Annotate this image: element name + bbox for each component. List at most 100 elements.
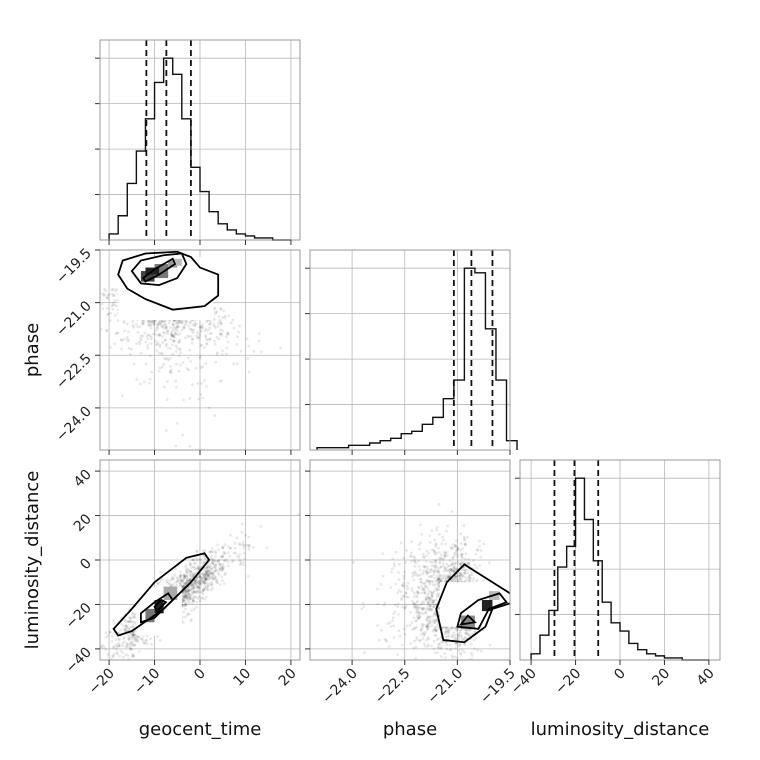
scatter-point: [178, 338, 182, 342]
scatter-point: [124, 619, 128, 623]
scatter-point: [455, 636, 458, 640]
scatter-point: [174, 327, 178, 331]
scatter-point: [218, 567, 222, 571]
scatter-point: [422, 607, 426, 611]
scatter-point: [204, 577, 208, 581]
scatter-point: [202, 561, 205, 564]
scatter-point: [149, 326, 153, 330]
scatter-point: [428, 583, 432, 586]
scatter-point: [404, 591, 408, 595]
scatter-point: [235, 554, 239, 558]
scatter-point: [414, 657, 417, 660]
scatter-point: [427, 589, 431, 593]
scatter-point: [177, 340, 181, 344]
scatter-point: [198, 574, 201, 578]
xlabel-luminosity-distance: luminosity_distance: [531, 719, 710, 740]
xtick-label: 40: [694, 666, 718, 690]
scatter-point: [201, 572, 205, 576]
scatter-point: [244, 533, 247, 537]
scatter-point: [181, 599, 185, 603]
scatter-point: [414, 619, 417, 623]
xlabel-phase: phase: [383, 719, 437, 740]
scatter-point: [247, 370, 251, 374]
scatter-point: [183, 596, 186, 599]
scatter-point: [205, 384, 208, 388]
scatter-point: [180, 579, 183, 583]
scatter-point: [405, 584, 409, 588]
scatter-point: [186, 334, 189, 338]
scatter-point: [219, 320, 223, 324]
scatter-point: [223, 571, 227, 575]
scatter-point: [192, 586, 196, 590]
scatter-point: [139, 338, 143, 342]
scatter-point: [258, 332, 261, 335]
scatter-point: [132, 326, 136, 329]
scatter-point: [422, 555, 425, 559]
scatter-point: [199, 560, 202, 564]
scatter-point: [418, 639, 422, 643]
scatter-point: [195, 549, 199, 553]
scatter-point: [207, 578, 211, 581]
scatter-point: [106, 634, 110, 638]
scatter-point: [147, 320, 151, 324]
scatter-point: [179, 579, 183, 582]
scatter-point: [130, 647, 133, 651]
scatter-point: [462, 535, 466, 539]
scatter-point: [453, 568, 456, 572]
scatter-point: [465, 628, 469, 632]
scatter-point: [449, 627, 453, 631]
scatter-point: [138, 342, 142, 346]
scatter-point: [160, 365, 164, 369]
scatter-point: [429, 609, 433, 613]
scatter-point: [211, 574, 215, 578]
scatter-point: [418, 568, 422, 572]
scatter-point: [184, 602, 187, 606]
scatter-point: [115, 288, 118, 291]
scatter-point: [193, 595, 197, 599]
scatter-point: [437, 584, 441, 587]
scatter-point: [435, 638, 439, 642]
scatter-point: [184, 603, 188, 606]
scatter-point: [239, 562, 243, 565]
scatter-point: [457, 573, 461, 576]
scatter-point: [410, 621, 414, 624]
scatter-point: [447, 632, 450, 635]
scatter-point: [186, 590, 190, 594]
scatter-point: [211, 566, 215, 570]
scatter-point: [427, 615, 431, 619]
scatter-point: [191, 592, 195, 596]
scatter-point: [96, 296, 99, 299]
scatter-point: [212, 323, 216, 326]
scatter-point: [130, 632, 133, 636]
scatter-point: [451, 626, 455, 630]
scatter-point: [449, 648, 452, 652]
scatter-point: [133, 633, 136, 637]
scatter-point: [444, 631, 447, 634]
scatter-point: [446, 634, 449, 638]
scatter-point: [187, 578, 191, 582]
xtick-label: 20: [276, 666, 300, 690]
scatter-point: [190, 327, 193, 331]
scatter-point: [164, 327, 167, 331]
scatter-point: [173, 331, 177, 335]
scatter-point: [419, 628, 423, 632]
scatter-point: [430, 598, 434, 601]
scatter-point: [453, 545, 457, 549]
scatter-point: [195, 606, 199, 609]
scatter-point: [152, 319, 155, 323]
scatter-point: [131, 652, 134, 656]
scatter-point: [427, 599, 431, 603]
scatter-point: [434, 598, 438, 602]
scatter-point: [420, 626, 424, 630]
density-cell: [140, 271, 155, 282]
scatter-point: [169, 364, 172, 368]
scatter-point: [210, 550, 213, 554]
scatter-point: [192, 573, 195, 576]
scatter-point: [166, 380, 169, 384]
scatter-point: [434, 651, 437, 655]
scatter-point: [141, 322, 145, 326]
density-cell: [481, 600, 493, 612]
scatter-point: [435, 588, 439, 592]
scatter-point: [182, 610, 186, 614]
scatter-point: [187, 589, 191, 593]
